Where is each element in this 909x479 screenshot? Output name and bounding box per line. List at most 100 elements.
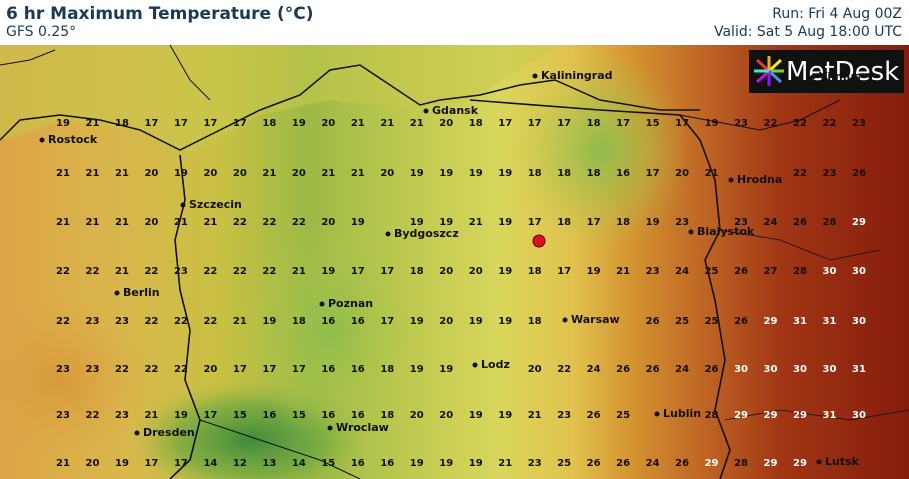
temperature-value: 19 xyxy=(646,217,660,228)
temperature-value: 23 xyxy=(557,410,571,421)
temperature-value: 28 xyxy=(734,458,748,469)
city-dot xyxy=(114,290,120,296)
temperature-value: 19 xyxy=(262,316,276,327)
run-time: Run: Fri 4 Aug 00Z xyxy=(772,6,902,22)
temperature-value: 20 xyxy=(321,118,335,129)
temperature-value: 21 xyxy=(56,168,70,179)
city-label: Berlin xyxy=(123,286,160,299)
temperature-value: 23 xyxy=(56,410,70,421)
city-dot xyxy=(562,317,568,323)
temperature-value: 21 xyxy=(351,118,365,129)
temperature-value: 17 xyxy=(557,118,571,129)
temperature-value: 23 xyxy=(734,118,748,129)
temperature-value: 29 xyxy=(734,410,748,421)
temperature-value: 24 xyxy=(764,217,778,228)
temperature-value: 16 xyxy=(321,316,335,327)
temperature-value: 24 xyxy=(675,364,689,375)
city-label: Lutsk xyxy=(825,455,860,468)
temperature-value: 22 xyxy=(115,364,129,375)
temperature-value: 19 xyxy=(498,217,512,228)
temperature-value: 20 xyxy=(439,118,453,129)
temperature-value: 19 xyxy=(498,266,512,277)
temperature-value: 25 xyxy=(557,458,571,469)
temperature-value: 29 xyxy=(852,217,866,228)
temperature-value: 23 xyxy=(86,364,100,375)
temperature-value: 19 xyxy=(469,168,483,179)
temperature-value: 14 xyxy=(292,458,306,469)
temperature-value: 20 xyxy=(675,168,689,179)
temperature-value: 23 xyxy=(646,266,660,277)
temperature-value: 19 xyxy=(439,458,453,469)
city-dot xyxy=(180,202,186,208)
temperature-value: 29 xyxy=(793,410,807,421)
temperature-value: 24 xyxy=(675,266,689,277)
temperature-value: 23 xyxy=(852,118,866,129)
temperature-value: 17 xyxy=(498,118,512,129)
logo-text: MetDesk xyxy=(786,57,899,87)
temperature-value: 17 xyxy=(380,266,394,277)
temperature-value: 16 xyxy=(351,458,365,469)
temperature-value: 23 xyxy=(115,410,129,421)
city-label: Warsaw xyxy=(571,313,620,326)
temperature-value: 20 xyxy=(203,168,217,179)
title: 6 hr Maximum Temperature (°C) xyxy=(6,4,314,24)
temperature-value: 22 xyxy=(86,410,100,421)
temperature-value: 23 xyxy=(823,168,837,179)
temperature-value: 23 xyxy=(675,217,689,228)
city-label: Hrodna xyxy=(737,173,782,186)
temperature-value: 23 xyxy=(174,266,188,277)
temperature-value: 17 xyxy=(380,316,394,327)
temperature-value: 21 xyxy=(86,168,100,179)
temperature-value: 18 xyxy=(292,316,306,327)
temperature-value: 31 xyxy=(852,364,866,375)
temperature-value: 15 xyxy=(646,118,660,129)
temperature-value: 20 xyxy=(439,316,453,327)
temperature-value: 19 xyxy=(410,168,424,179)
temperature-value: 16 xyxy=(351,364,365,375)
city-dot xyxy=(134,430,140,436)
temperature-value: 21 xyxy=(56,217,70,228)
temperature-value: 17 xyxy=(174,118,188,129)
temperature-value: 18 xyxy=(528,266,542,277)
city-label: Gdansk xyxy=(432,104,479,117)
temperature-value: 22 xyxy=(144,266,158,277)
temperature-value: 30 xyxy=(852,410,866,421)
temperature-value: 20 xyxy=(144,168,158,179)
temperature-value: 24 xyxy=(587,364,601,375)
temperature-value: 21 xyxy=(616,266,630,277)
temperature-value: 19 xyxy=(410,217,424,228)
city-label: Wroclaw xyxy=(336,421,389,434)
temperature-value: 26 xyxy=(646,316,660,327)
temperature-value: 17 xyxy=(616,118,630,129)
city-label: Rostock xyxy=(48,133,98,146)
city-label: Kaliningrad xyxy=(541,69,613,82)
temperature-value: 17 xyxy=(203,118,217,129)
city-label: Poznan xyxy=(328,297,373,310)
city-dot xyxy=(532,73,538,79)
temperature-value: 19 xyxy=(498,168,512,179)
temperature-value: 17 xyxy=(587,217,601,228)
temperature-value: 19 xyxy=(439,217,453,228)
temperature-value: 17 xyxy=(174,458,188,469)
temperature-value: 19 xyxy=(321,266,335,277)
temperature-value: 12 xyxy=(233,458,247,469)
temperature-value: 30 xyxy=(823,266,837,277)
temperature-value: 18 xyxy=(528,168,542,179)
temperature-value: 30 xyxy=(793,364,807,375)
temperature-value: 21 xyxy=(705,168,719,179)
city-label: Lublin xyxy=(663,407,701,420)
temperature-value: 21 xyxy=(56,458,70,469)
temperature-value: 17 xyxy=(557,266,571,277)
temperature-value: 19 xyxy=(469,316,483,327)
temperature-value: 26 xyxy=(587,458,601,469)
temperature-value: 22 xyxy=(262,217,276,228)
logo: MetDesk xyxy=(749,50,904,93)
temperature-value: 18 xyxy=(380,364,394,375)
city-dot xyxy=(423,108,429,114)
temperature-value: 26 xyxy=(852,168,866,179)
temperature-value: 19 xyxy=(292,118,306,129)
temperature-value: 31 xyxy=(823,316,837,327)
temperature-value: 21 xyxy=(498,458,512,469)
temperature-value: 23 xyxy=(115,316,129,327)
temperature-value: 24 xyxy=(646,458,660,469)
